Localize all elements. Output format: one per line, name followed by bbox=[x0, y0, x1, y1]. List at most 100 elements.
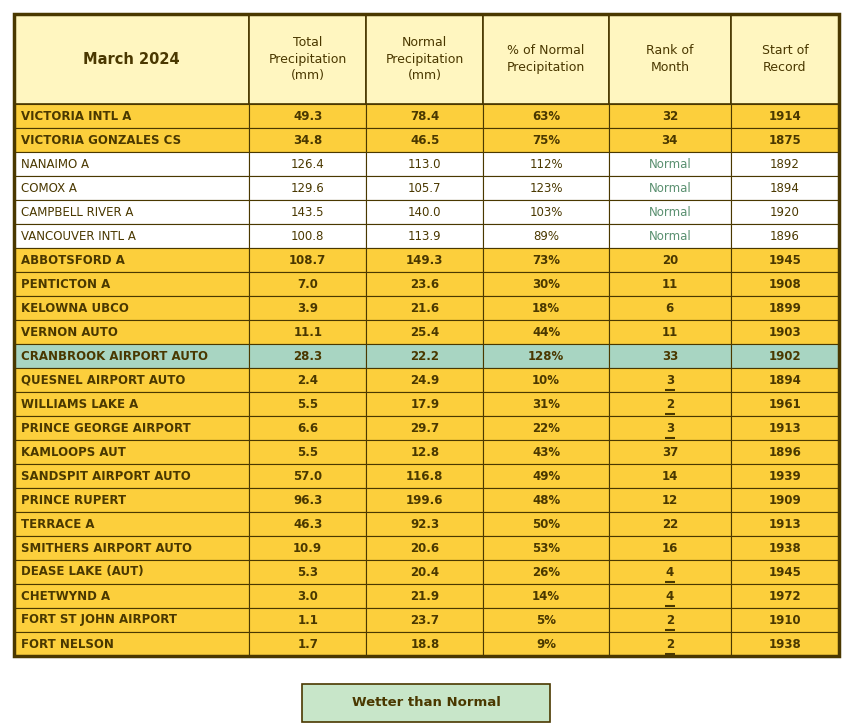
Text: SMITHERS AIRPORT AUTO: SMITHERS AIRPORT AUTO bbox=[21, 542, 192, 555]
Bar bbox=[249, 104, 366, 128]
Text: 31%: 31% bbox=[532, 398, 560, 411]
Bar bbox=[608, 104, 730, 128]
Bar bbox=[249, 536, 366, 560]
Bar bbox=[366, 248, 483, 272]
Text: 23.6: 23.6 bbox=[410, 278, 439, 291]
Text: ABBOTSFORD A: ABBOTSFORD A bbox=[21, 254, 124, 267]
Text: 20.6: 20.6 bbox=[410, 542, 439, 555]
Bar bbox=[483, 416, 608, 440]
Text: 140.0: 140.0 bbox=[407, 205, 441, 218]
Bar bbox=[366, 536, 483, 560]
Text: 14%: 14% bbox=[532, 589, 560, 602]
Text: 14: 14 bbox=[661, 469, 677, 482]
Bar bbox=[249, 488, 366, 512]
Bar bbox=[14, 488, 249, 512]
Bar bbox=[249, 560, 366, 584]
Text: 92.3: 92.3 bbox=[410, 518, 439, 531]
Bar bbox=[249, 224, 366, 248]
Text: 10%: 10% bbox=[532, 374, 560, 387]
Bar bbox=[483, 488, 608, 512]
Text: VERNON AUTO: VERNON AUTO bbox=[21, 325, 118, 338]
Text: WILLIAMS LAKE A: WILLIAMS LAKE A bbox=[21, 398, 138, 411]
Bar bbox=[730, 536, 838, 560]
Bar bbox=[366, 14, 483, 104]
Text: CHETWYND A: CHETWYND A bbox=[21, 589, 110, 602]
Text: 5.5: 5.5 bbox=[296, 445, 318, 458]
Text: 1899: 1899 bbox=[768, 301, 801, 315]
Bar bbox=[14, 128, 249, 152]
Text: 89%: 89% bbox=[532, 229, 558, 242]
Text: 96.3: 96.3 bbox=[293, 494, 322, 507]
Text: 113.0: 113.0 bbox=[407, 158, 441, 171]
Text: 2: 2 bbox=[665, 398, 673, 411]
Text: Normal: Normal bbox=[648, 229, 690, 242]
Text: 3.0: 3.0 bbox=[296, 589, 318, 602]
Text: 23.7: 23.7 bbox=[410, 614, 439, 627]
Text: 20.4: 20.4 bbox=[410, 565, 439, 578]
Text: 48%: 48% bbox=[532, 494, 560, 507]
Text: 22%: 22% bbox=[532, 422, 560, 435]
Text: 199.6: 199.6 bbox=[406, 494, 443, 507]
Bar bbox=[608, 296, 730, 320]
Text: 5%: 5% bbox=[536, 614, 556, 627]
Bar bbox=[608, 200, 730, 224]
Bar bbox=[366, 200, 483, 224]
Bar bbox=[608, 392, 730, 416]
Bar bbox=[608, 152, 730, 176]
Bar bbox=[608, 440, 730, 464]
Bar bbox=[730, 608, 838, 632]
Text: 128%: 128% bbox=[527, 349, 563, 362]
Bar bbox=[730, 296, 838, 320]
Text: 1909: 1909 bbox=[768, 494, 800, 507]
Bar bbox=[366, 344, 483, 368]
Bar bbox=[483, 368, 608, 392]
Bar bbox=[249, 512, 366, 536]
Text: Normal: Normal bbox=[648, 158, 690, 171]
Bar bbox=[366, 632, 483, 656]
Bar bbox=[483, 320, 608, 344]
Bar bbox=[730, 152, 838, 176]
Bar bbox=[483, 632, 608, 656]
Text: 6: 6 bbox=[665, 301, 673, 315]
Bar bbox=[483, 128, 608, 152]
Bar bbox=[483, 248, 608, 272]
Text: 63%: 63% bbox=[532, 109, 560, 122]
Bar bbox=[14, 632, 249, 656]
Text: SANDSPIT AIRPORT AUTO: SANDSPIT AIRPORT AUTO bbox=[21, 469, 191, 482]
Text: 1972: 1972 bbox=[768, 589, 800, 602]
Bar bbox=[366, 464, 483, 488]
Bar bbox=[14, 512, 249, 536]
Text: DEASE LAKE (AUT): DEASE LAKE (AUT) bbox=[21, 565, 143, 578]
Text: 21.6: 21.6 bbox=[410, 301, 439, 315]
Text: 105.7: 105.7 bbox=[407, 181, 441, 194]
Text: KAMLOOPS AUT: KAMLOOPS AUT bbox=[21, 445, 126, 458]
Bar bbox=[730, 488, 838, 512]
Text: VANCOUVER INTL A: VANCOUVER INTL A bbox=[21, 229, 135, 242]
Bar bbox=[14, 344, 249, 368]
Text: 3: 3 bbox=[665, 374, 673, 387]
Text: 2.4: 2.4 bbox=[296, 374, 318, 387]
Text: 78.4: 78.4 bbox=[410, 109, 439, 122]
Bar bbox=[249, 464, 366, 488]
Text: Normal: Normal bbox=[648, 205, 690, 218]
Text: 1913: 1913 bbox=[768, 422, 800, 435]
Bar bbox=[730, 14, 838, 104]
Text: 1945: 1945 bbox=[768, 565, 801, 578]
Text: 29.7: 29.7 bbox=[410, 422, 439, 435]
Bar bbox=[608, 176, 730, 200]
Bar bbox=[366, 416, 483, 440]
Bar bbox=[483, 344, 608, 368]
Text: 21.9: 21.9 bbox=[410, 589, 439, 602]
Bar bbox=[366, 176, 483, 200]
Text: PRINCE RUPERT: PRINCE RUPERT bbox=[21, 494, 126, 507]
Text: 3: 3 bbox=[665, 422, 673, 435]
Bar bbox=[366, 296, 483, 320]
Text: 1.1: 1.1 bbox=[296, 614, 318, 627]
Bar bbox=[730, 464, 838, 488]
Bar bbox=[14, 608, 249, 632]
Bar bbox=[730, 416, 838, 440]
Bar bbox=[249, 584, 366, 608]
Bar bbox=[249, 632, 366, 656]
Bar bbox=[366, 128, 483, 152]
Bar bbox=[249, 272, 366, 296]
